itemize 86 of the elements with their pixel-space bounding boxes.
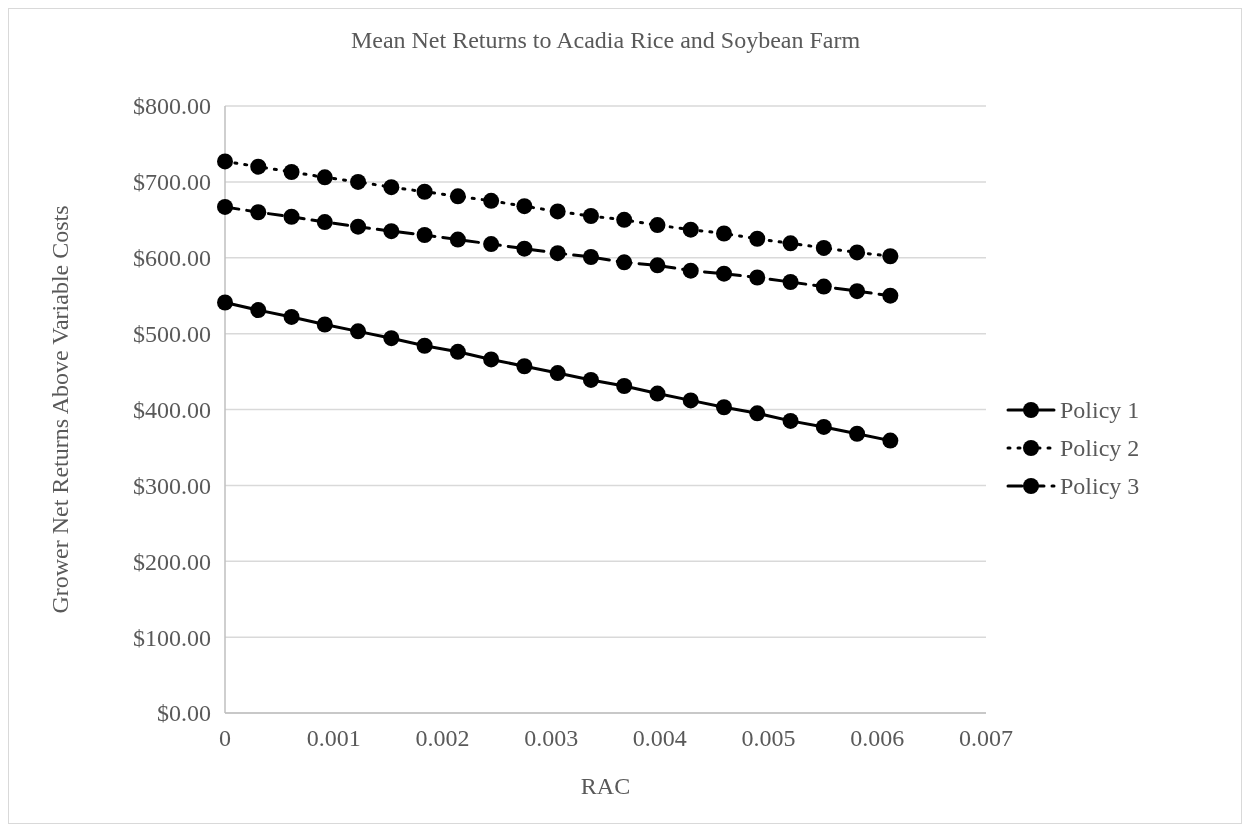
point: [283, 308, 300, 325]
point: [749, 405, 766, 422]
point: [716, 265, 732, 282]
y-tick-label: $800.00: [133, 93, 211, 120]
point: [350, 218, 367, 235]
point: [449, 231, 466, 248]
x-tick-label: 0.004: [632, 725, 687, 751]
x-tick-label: 0.001: [306, 725, 361, 751]
point: [416, 183, 433, 200]
point: [250, 204, 267, 221]
point: [815, 278, 832, 295]
point: [782, 412, 799, 429]
point: [882, 287, 899, 304]
point: [649, 257, 666, 274]
point: [250, 158, 267, 175]
y-tick-label: $0.00: [157, 700, 211, 727]
point: [815, 239, 832, 256]
point: [250, 302, 267, 319]
point: [217, 294, 233, 311]
y-tick-label: $300.00: [133, 472, 211, 499]
point: [749, 269, 766, 286]
point: [549, 203, 566, 220]
chart-title: Mean Net Returns to Acadia Rice and Soybean Farm: [350, 27, 861, 53]
point: [582, 248, 599, 265]
y-tick-label: $400.00: [133, 396, 211, 423]
point: [716, 399, 732, 416]
point: [383, 223, 400, 240]
x-tick-label: 0.005: [741, 725, 796, 751]
point: [416, 226, 433, 243]
point: [516, 240, 533, 257]
point: [516, 198, 533, 215]
point: [882, 248, 899, 265]
point: [283, 208, 300, 225]
point: [316, 316, 333, 333]
x-tick-label: 0.007: [959, 725, 1013, 751]
point: [350, 323, 367, 340]
point: [217, 153, 233, 170]
point: [582, 371, 599, 388]
point: [383, 179, 400, 196]
point: [516, 358, 533, 375]
point: [649, 385, 666, 402]
point: [616, 254, 633, 271]
y-tick-label: $500.00: [133, 321, 211, 348]
y-tick-label: $700.00: [133, 169, 211, 196]
point: [350, 173, 367, 190]
point: [549, 365, 566, 382]
point: [649, 217, 666, 234]
point: [383, 330, 400, 347]
legend-label: Policy 3: [1060, 473, 1140, 500]
y-tick-label: $600.00: [133, 245, 211, 272]
point: [616, 377, 633, 394]
point: [682, 221, 699, 238]
x-axis-title: RAC: [580, 773, 631, 799]
point: [217, 198, 233, 215]
legend-label: Policy 1: [1060, 397, 1140, 424]
point: [782, 274, 799, 291]
x-tick-label: 0.006: [850, 725, 905, 751]
point: [549, 245, 566, 262]
y-tick-label: $100.00: [133, 624, 211, 651]
point: [815, 418, 832, 435]
point: [682, 262, 699, 279]
point: [483, 236, 500, 253]
legend-label: Policy 2: [1060, 435, 1140, 462]
point: [316, 214, 333, 231]
point: [849, 244, 866, 261]
point: [716, 225, 732, 242]
point: [782, 235, 799, 252]
point: [316, 169, 333, 186]
point: [582, 208, 599, 225]
x-tick-label: 0.003: [524, 725, 579, 751]
y-axis-title: Grower Net Returns Above Variable Costs: [47, 205, 73, 614]
point: [483, 192, 500, 209]
y-tick-label: $200.00: [133, 548, 211, 575]
point: [449, 188, 466, 205]
point: [749, 230, 766, 247]
point: [483, 351, 500, 368]
point: [283, 164, 300, 181]
x-tick-label: 0.002: [415, 725, 470, 751]
x-tick-label: 0: [219, 725, 231, 751]
point: [449, 343, 466, 360]
point: [416, 337, 433, 354]
point: [849, 425, 866, 442]
point: [882, 432, 899, 449]
point: [682, 392, 699, 409]
point: [849, 283, 866, 300]
point: [616, 211, 633, 228]
